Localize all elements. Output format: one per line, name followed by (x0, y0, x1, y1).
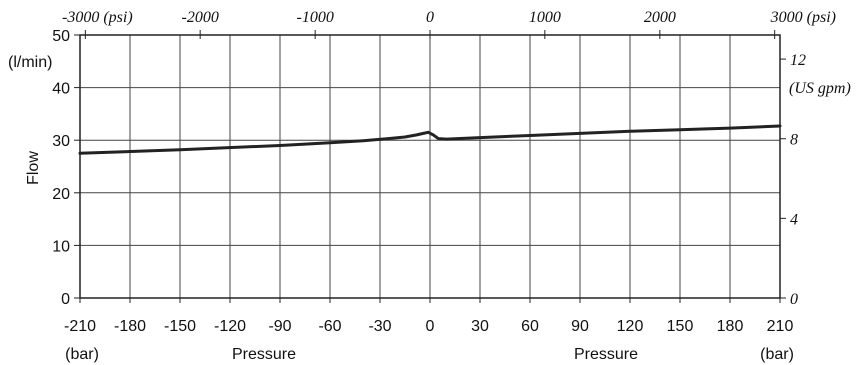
bottom-tick-labels: -210 -180 -150 -120 -90 -60 -30 0 30 60 90 120 150 18… (64, 318, 793, 335)
x-tick-label: 0 (426, 318, 435, 335)
top-tick-label: 1000 (529, 9, 561, 26)
x-tick-label: -60 (318, 318, 341, 335)
x-axis-title-right: Pressure (574, 346, 638, 363)
top-tick-label: 0 (426, 9, 434, 26)
x-tick-label: 150 (667, 318, 694, 335)
top-tick-label: -1000 (297, 9, 334, 26)
y-axis-unit-label: (l/min) (8, 54, 52, 71)
x-tick-label: 180 (717, 318, 744, 335)
top-tick-labels: -3000 (psi) -2000 -1000 0 1000 2000 3000 (psi) (62, 9, 836, 26)
x-tick-label: 120 (617, 318, 644, 335)
x-tick-label: -150 (164, 318, 196, 335)
y2-tick-label: 12 (790, 52, 806, 69)
x-tick-label: 210 (767, 318, 794, 335)
x-tick-label: 60 (521, 318, 539, 335)
left-tick-labels: 0 10 20 30 40 50 (52, 28, 70, 308)
top-tick-label: -2000 (182, 9, 219, 26)
x-tick-label: 30 (471, 318, 489, 335)
y-tick-label: 30 (52, 133, 70, 150)
y-tick-label: 10 (52, 238, 70, 255)
x-tick-label: -30 (368, 318, 391, 335)
y2-axis-unit-label: (US gpm) (789, 80, 851, 97)
x-tick-label: -210 (64, 318, 96, 335)
y-tick-label: 0 (61, 291, 70, 308)
y2-tick-label: 8 (790, 132, 798, 149)
y-tick-label: 50 (52, 28, 70, 45)
x-axis-title-left: Pressure (232, 346, 296, 363)
top-tick-label: 2000 (644, 9, 676, 26)
x-tick-label: 90 (571, 318, 589, 335)
top-tick-label: 3000 (psi) (770, 9, 836, 26)
x-axis-unit-label-right: (bar) (760, 346, 794, 363)
flow-curve (78, 124, 782, 155)
top-tick-label: -3000 (psi) (62, 9, 133, 26)
y2-tick-label: 0 (790, 291, 798, 308)
x-tick-label: -90 (268, 318, 291, 335)
x-tick-label: -180 (114, 318, 146, 335)
x-tick-label: -120 (214, 318, 246, 335)
y-axis-title: Flow (25, 151, 42, 185)
y-tick-label: 40 (52, 81, 70, 98)
x-axis-unit-label-left: (bar) (65, 346, 99, 363)
grid (79, 34, 781, 299)
y-tick-label: 20 (52, 186, 70, 203)
right-tick-labels: 0 4 8 12 (790, 52, 806, 308)
y2-tick-label: 4 (790, 211, 798, 228)
tick-marks (74, 30, 786, 303)
